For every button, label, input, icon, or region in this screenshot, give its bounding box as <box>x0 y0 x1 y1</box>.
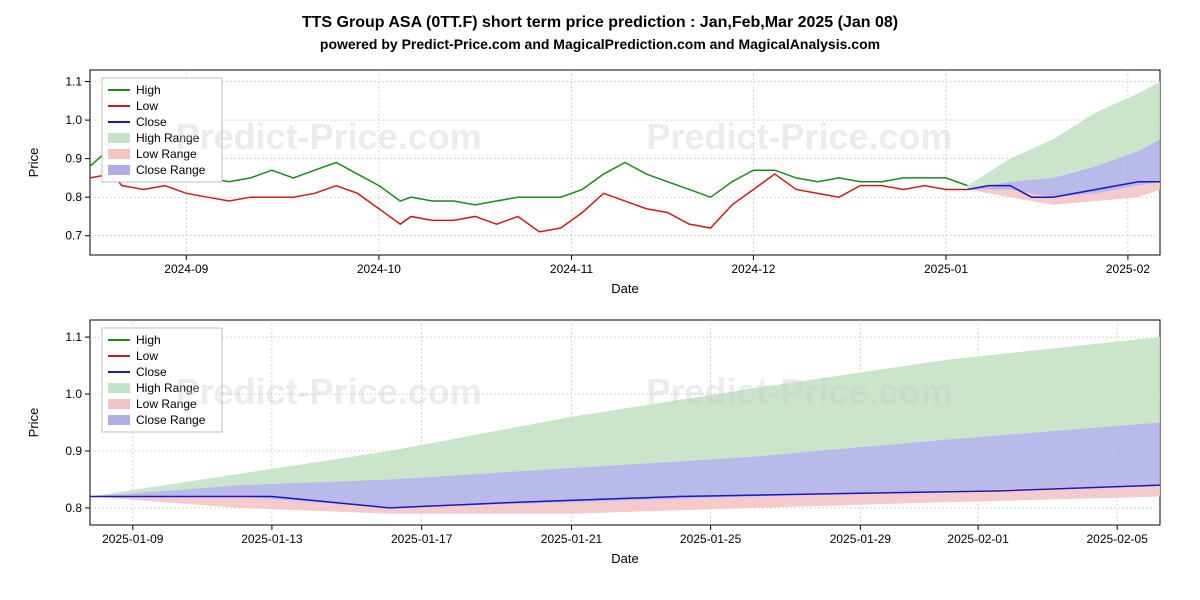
xtick-label: 2025-01-25 <box>680 532 742 546</box>
chart-top: 0.7 0.8 0.9 1.0 1.1 2024-09 2024-10 2024-11 2024… <box>20 60 1180 300</box>
legend-label: Close Range <box>136 413 206 427</box>
xtick-label: 2025-01-13 <box>241 532 303 546</box>
legend-label: High <box>136 83 161 97</box>
legend-label: High Range <box>136 381 200 395</box>
chart1-svg: 0.7 0.8 0.9 1.0 1.1 2024-09 2024-10 2024-11 2024… <box>20 60 1180 300</box>
legend-swatch-low-range <box>108 149 130 159</box>
ytick-label: 0.9 <box>65 152 82 166</box>
xtick-label: 2024-11 <box>550 262 593 276</box>
xtick-label: 2024-12 <box>731 262 775 276</box>
legend-swatch-close-range <box>108 415 130 425</box>
chart-bottom: 0.8 0.9 1.0 1.1 2025-01-09 2025-01-13 2025-01-… <box>20 310 1180 570</box>
ylabel: Price <box>26 148 41 178</box>
legend-label: Low <box>136 349 158 363</box>
xlabel: Date <box>611 551 638 566</box>
xtick-label: 2025-01 <box>924 262 968 276</box>
legend-label: Close <box>136 365 167 379</box>
legend-label: Low Range <box>136 147 197 161</box>
chart-title: TTS Group ASA (0TT.F) short term price p… <box>10 14 1190 32</box>
legend-swatch-high-range <box>108 383 130 393</box>
legend-label: Close Range <box>136 163 206 177</box>
ytick-label: 1.1 <box>65 330 82 344</box>
ytick-label: 0.7 <box>65 229 82 243</box>
xtick-label: 2025-01-09 <box>102 532 164 546</box>
xtick-label: 2024-10 <box>357 262 401 276</box>
chart2-svg: 0.8 0.9 1.0 1.1 2025-01-09 2025-01-13 2025-01-… <box>20 310 1180 570</box>
xlabel: Date <box>611 281 638 296</box>
ytick-label: 1.0 <box>65 113 82 127</box>
xtick-label: 2025-02 <box>1106 262 1150 276</box>
ytick-label: 1.1 <box>65 75 82 89</box>
ytick-label: 1.0 <box>65 387 82 401</box>
ytick-label: 0.8 <box>65 501 82 515</box>
ytick-label: 0.8 <box>65 190 82 204</box>
ytick-label: 0.9 <box>65 444 82 458</box>
legend-swatch-close-range <box>108 165 130 175</box>
ylabel: Price <box>26 408 41 438</box>
legend-label: High <box>136 333 161 347</box>
low-line <box>90 174 967 232</box>
xtick-label: 2025-01-21 <box>541 532 603 546</box>
xtick-label: 2025-02-01 <box>947 532 1009 546</box>
legend-label: Low <box>136 99 158 113</box>
legend-label: Low Range <box>136 397 197 411</box>
legend-label: High Range <box>136 131 200 145</box>
xtick-label: 2025-02-05 <box>1087 532 1149 546</box>
chart-subtitle: powered by Predict-Price.com and Magical… <box>10 36 1190 52</box>
xtick-label: 2024-09 <box>164 262 208 276</box>
legend-label: Close <box>136 115 167 129</box>
xtick-label: 2025-01-29 <box>830 532 892 546</box>
legend-swatch-low-range <box>108 399 130 409</box>
legend-swatch-high-range <box>108 133 130 143</box>
xtick-label: 2025-01-17 <box>391 532 453 546</box>
